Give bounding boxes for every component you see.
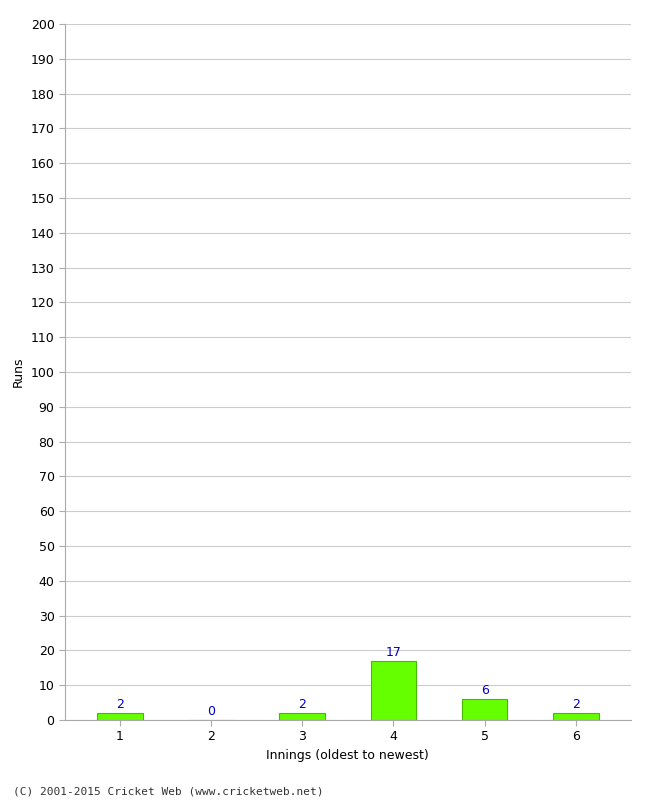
Bar — [280, 713, 325, 720]
Bar — [97, 713, 142, 720]
Bar — [462, 699, 508, 720]
Text: 6: 6 — [480, 684, 489, 698]
Text: 2: 2 — [116, 698, 124, 711]
Text: 2: 2 — [572, 698, 580, 711]
Bar — [370, 661, 416, 720]
Text: (C) 2001-2015 Cricket Web (www.cricketweb.net): (C) 2001-2015 Cricket Web (www.cricketwe… — [13, 786, 324, 796]
Text: 2: 2 — [298, 698, 306, 711]
Bar — [553, 713, 599, 720]
X-axis label: Innings (oldest to newest): Innings (oldest to newest) — [266, 749, 429, 762]
Text: 0: 0 — [207, 706, 215, 718]
Y-axis label: Runs: Runs — [12, 357, 25, 387]
Text: 17: 17 — [385, 646, 401, 659]
